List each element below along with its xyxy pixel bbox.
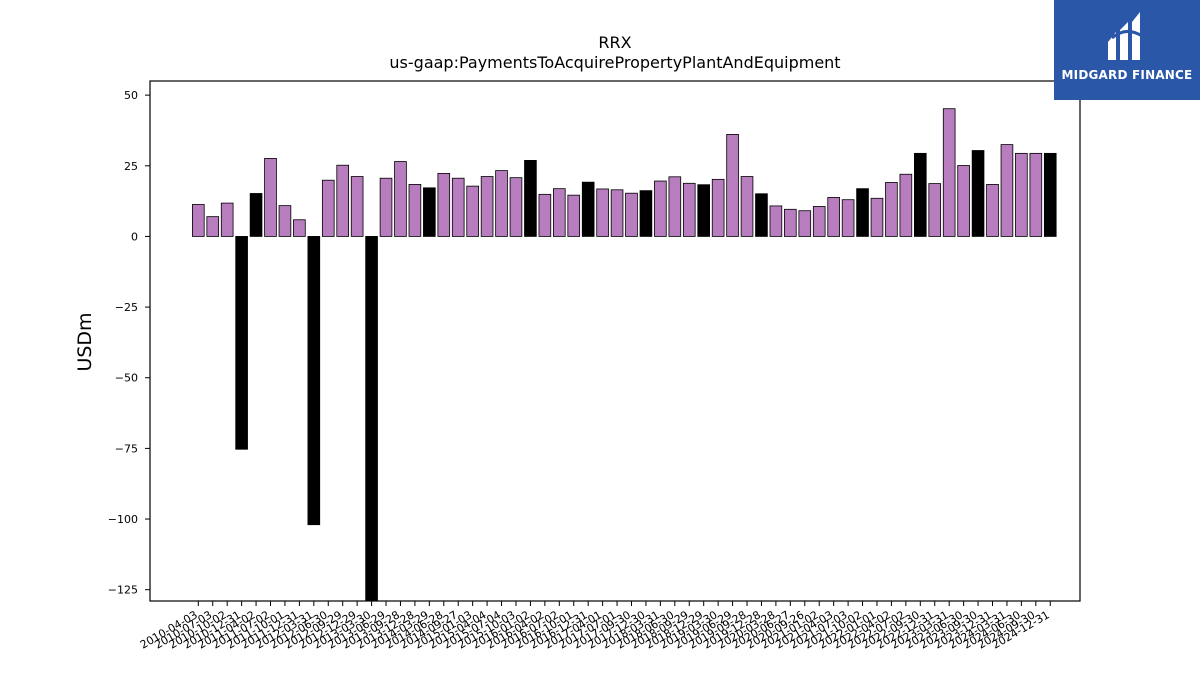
bar-2013-09-28 — [394, 161, 407, 237]
bar-2016-10-01 — [567, 194, 581, 237]
bar-2014-03-29 — [423, 187, 436, 237]
bar-2013-12-28 — [408, 184, 422, 237]
bar-2017-12-30 — [639, 190, 653, 237]
bars-group — [191, 108, 1057, 602]
chart-subtitle: us-gaap:PaymentsToAcquirePropertyPlantAn… — [389, 53, 840, 72]
bar-2020-06-27 — [784, 208, 797, 237]
bar-2016-04-02 — [538, 193, 552, 237]
bar-2018-12-29 — [697, 184, 710, 237]
bar-2019-03-30 — [711, 178, 725, 237]
x-ticks-group: 2010-04-032010-07-032010-10-022010-12-31… — [138, 601, 1052, 652]
plot-frame — [149, 80, 1081, 602]
bar-2017-07-01 — [610, 189, 624, 237]
bar-2021-01-02 — [812, 206, 826, 237]
midgard-logo-icon — [1108, 12, 1143, 60]
bar-2023-03-31 — [942, 108, 956, 237]
bar-2020-09-26 — [798, 210, 812, 237]
bar-2019-06-29 — [726, 134, 739, 237]
bar-2013-06-29 — [379, 177, 393, 237]
bar-2022-12-31 — [928, 183, 942, 237]
bar-2023-09-30 — [971, 150, 985, 237]
bar-2016-07-02 — [553, 188, 566, 237]
bar-2010-10-02 — [220, 202, 234, 237]
brand-name: MIDGARD FINANCE — [1061, 68, 1193, 82]
bar-2016-01-02 — [524, 160, 537, 237]
bar-2018-03-31 — [654, 180, 667, 237]
bar-2014-09-27 — [451, 177, 465, 237]
bar-2012-03-31 — [307, 236, 321, 526]
y-tick-label: −100 — [108, 513, 138, 526]
bar-2012-06-30 — [321, 179, 335, 237]
bar-2018-09-29 — [682, 182, 696, 237]
bar-2021-07-03 — [841, 199, 855, 237]
y-tick-label: −75 — [115, 442, 138, 455]
bar-2024-12-31 — [1043, 152, 1057, 237]
y-tick-label: 25 — [124, 160, 138, 173]
bar-2021-04-03 — [827, 197, 840, 237]
bar-2019-09-28 — [740, 176, 754, 237]
bar-2017-04-01 — [596, 188, 609, 237]
chart-title: RRX — [598, 33, 631, 52]
bar-2010-07-03 — [206, 216, 220, 237]
bar-2012-09-29 — [336, 164, 349, 237]
bar-2010-04-03 — [191, 204, 205, 237]
bar-2015-10-03 — [509, 177, 523, 237]
bar-2022-01-01 — [870, 197, 884, 237]
bar-2018-06-30 — [668, 176, 682, 237]
bar-2022-04-02 — [885, 182, 898, 237]
y-tick-label: 0 — [131, 230, 138, 243]
y-ticks-group: 50 25 0 −25 −50 −75 −100 −125 — [108, 89, 150, 597]
bar-2010-12-31 — [235, 236, 248, 450]
bar-2015-04-04 — [480, 176, 494, 237]
bar-2013-03-30 — [365, 236, 378, 602]
y-axis-label: USDm — [74, 312, 96, 371]
bar-2011-12-31 — [293, 219, 306, 237]
bar-2015-07-04 — [495, 170, 508, 237]
bar-2014-06-28 — [437, 173, 451, 237]
bar-2021-10-02 — [856, 188, 869, 237]
y-tick-label: −50 — [115, 372, 138, 385]
bar-2011-10-01 — [278, 205, 292, 237]
y-tick-label: −25 — [115, 301, 138, 314]
bar-2016-12-31 — [581, 181, 595, 237]
bar-2015-01-03 — [466, 185, 479, 237]
y-tick-label: 50 — [124, 89, 138, 102]
bar-2024-03-31 — [1000, 144, 1014, 237]
bar-2024-06-30 — [1015, 152, 1028, 237]
bar-2023-06-30 — [957, 165, 970, 237]
midgard-finance-logo: MIDGARD FINANCE — [1054, 0, 1200, 100]
bar-2023-12-31 — [986, 184, 999, 237]
bar-2011-07-02 — [264, 158, 277, 237]
bar-2011-04-02 — [249, 193, 263, 237]
bar-2022-07-02 — [899, 173, 913, 237]
bar-2022-09-30 — [914, 152, 927, 237]
bar-2017-09-30 — [625, 192, 638, 237]
bar-2019-12-28 — [755, 193, 768, 237]
bar-2024-09-30 — [1029, 152, 1043, 237]
y-tick-label: −125 — [108, 584, 138, 597]
bar-2020-03-28 — [769, 205, 783, 237]
bar-2012-12-29 — [350, 176, 364, 237]
